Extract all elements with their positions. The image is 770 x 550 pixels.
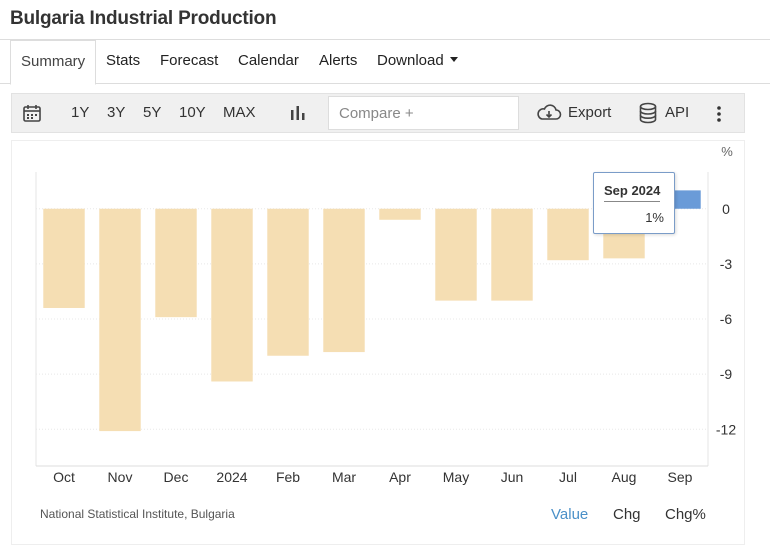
- chart-toolbar: 1Y 3Y 5Y 10Y MAX Export API: [11, 93, 745, 133]
- y-tick-label: -12: [716, 421, 736, 437]
- range-3y[interactable]: 3Y: [107, 104, 126, 121]
- x-tick-label: Dec: [164, 469, 189, 485]
- range-max[interactable]: MAX: [223, 104, 256, 121]
- x-tick-label: 2024: [216, 469, 247, 485]
- bar-mar[interactable]: [323, 208, 365, 353]
- tab-download[interactable]: Download: [377, 40, 458, 84]
- chart-panel: [11, 140, 745, 545]
- source-label: National Statistical Institute, Bulgaria: [40, 507, 235, 521]
- chart-y-axis: 0 -3 -6 -9 -12: [716, 201, 736, 438]
- mode-chg-pct[interactable]: Chg%: [665, 506, 706, 523]
- bar-jun[interactable]: [491, 208, 533, 301]
- tab-calendar[interactable]: Calendar: [238, 52, 299, 69]
- y-tick-label: -6: [720, 311, 733, 327]
- y-tick-label: -9: [720, 366, 733, 382]
- x-tick-label: Mar: [332, 469, 356, 485]
- mode-chg[interactable]: Chg: [613, 506, 641, 523]
- tooltip-value: 1%: [645, 210, 664, 225]
- x-tick-label: May: [443, 469, 469, 485]
- x-tick-label: Apr: [389, 469, 411, 485]
- bar-chart-icon[interactable]: [289, 94, 309, 132]
- bar-oct[interactable]: [43, 208, 85, 308]
- tab-stats[interactable]: Stats: [106, 52, 141, 69]
- chart-x-axis: Oct Nov Dec 2024 Feb Mar Apr May Jun Jul Aug Sep: [53, 469, 693, 485]
- bar-may[interactable]: [435, 208, 477, 301]
- tab-summary[interactable]: Summary: [10, 40, 97, 85]
- tooltip-title: Sep 2024: [604, 183, 661, 202]
- bar-apr[interactable]: [379, 208, 421, 220]
- title-bar: Bulgaria Industrial Production: [0, 0, 770, 40]
- caret-down-icon: [449, 56, 458, 62]
- database-icon: [639, 102, 657, 124]
- export-button[interactable]: Export: [536, 94, 611, 132]
- more-vertical-icon[interactable]: [716, 94, 730, 132]
- range-1y[interactable]: 1Y: [71, 104, 90, 121]
- bar-2024[interactable]: [211, 208, 253, 382]
- chart-tooltip: Sep 2024 1%: [593, 172, 675, 234]
- tab-forecast[interactable]: Forecast: [160, 52, 219, 69]
- export-label: Export: [568, 104, 612, 121]
- y-tick-label: -3: [720, 256, 733, 272]
- x-tick-label: Oct: [53, 469, 75, 485]
- tab-alerts[interactable]: Alerts: [319, 52, 358, 69]
- x-tick-label: Jul: [559, 469, 577, 485]
- bar-dec[interactable]: [155, 208, 197, 318]
- bar-jul[interactable]: [547, 208, 589, 261]
- api-button[interactable]: API: [638, 94, 689, 132]
- tab-bar: Summary Stats Forecast Calendar Alerts D…: [0, 40, 770, 85]
- calendar-icon[interactable]: [22, 94, 44, 132]
- x-tick-label: Nov: [108, 469, 133, 485]
- range-5y[interactable]: 5Y: [143, 104, 162, 121]
- page-title: Bulgaria Industrial Production: [10, 8, 277, 29]
- compare-input[interactable]: [328, 96, 519, 130]
- cloud-download-icon: [537, 104, 562, 120]
- bar-feb[interactable]: [267, 208, 309, 356]
- mode-value[interactable]: Value: [551, 506, 589, 523]
- y-axis-unit: %: [721, 144, 733, 159]
- chart-gridlines: [35, 172, 709, 467]
- bar-nov[interactable]: [99, 208, 141, 432]
- x-tick-label: Jun: [501, 469, 524, 485]
- api-label: API: [665, 104, 690, 121]
- x-tick-label: Sep: [668, 469, 693, 485]
- y-tick-label: 0: [722, 201, 730, 217]
- range-10y[interactable]: 10Y: [179, 104, 206, 121]
- x-tick-label: Feb: [276, 469, 300, 485]
- x-tick-label: Aug: [612, 469, 637, 485]
- tab-download-label: Download: [377, 52, 444, 69]
